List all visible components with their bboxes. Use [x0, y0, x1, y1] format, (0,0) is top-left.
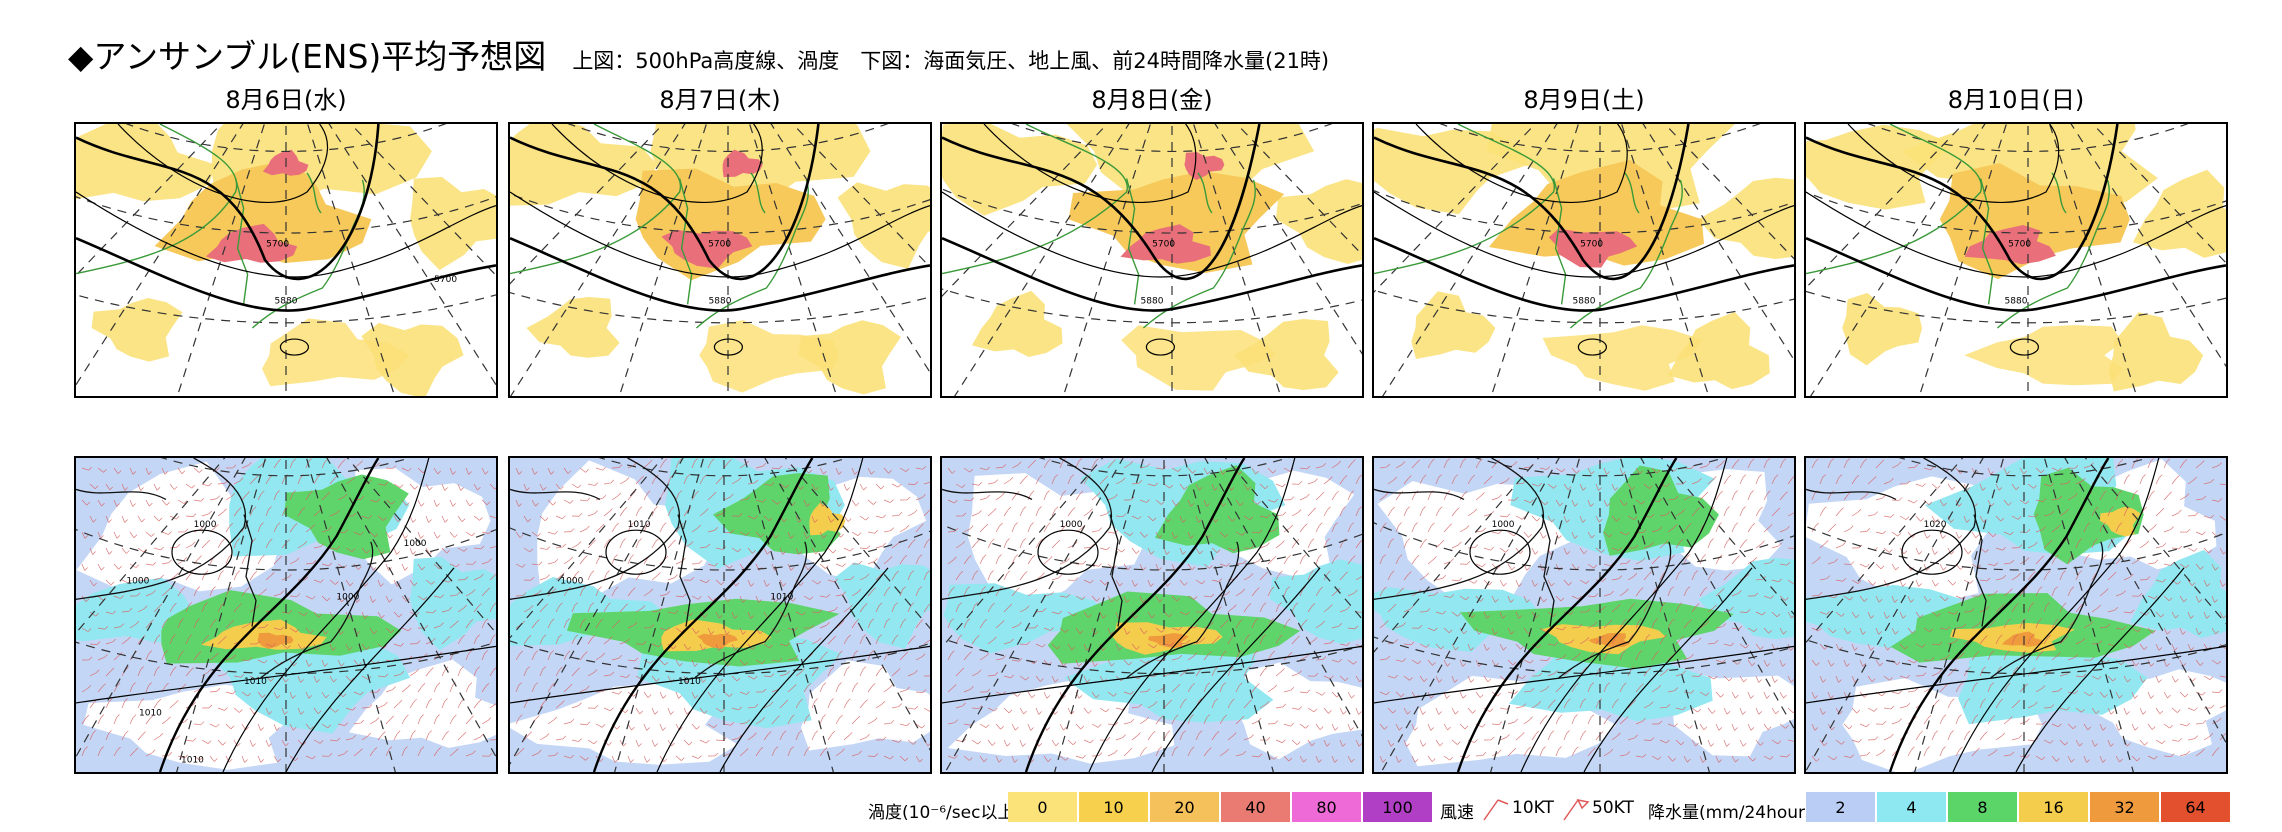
height-contour-label: 5700: [2008, 239, 2031, 249]
height-contour-label: 5880: [2005, 297, 2028, 307]
precip-legend-label: 降水量(mm/24hours以上): [1648, 803, 1855, 823]
height-contour-label: 5700: [434, 275, 457, 285]
lower-map-canvas: 1000 1000 1000 1010 1010 1010 1000: [76, 458, 496, 772]
title-row: ◆アンサンブル(ENS)平均予想図 上図：500hPa高度線、渦度 下図：海面気…: [68, 30, 1330, 76]
precipitation-swatch: 4: [1877, 792, 1946, 822]
isobar-label: 1010: [244, 677, 267, 687]
forecast-date-label: 8月10日(日): [1947, 86, 2085, 114]
height-contour-label: 5700: [266, 239, 289, 249]
precipitation-swatch: 32: [2090, 792, 2159, 822]
isobar-label: 1000: [126, 577, 149, 587]
height-contour-label: 5880: [1141, 297, 1164, 307]
isobar-label: 1010: [139, 708, 162, 718]
height-contour-label: 5700: [1152, 239, 1175, 249]
page-title: ◆アンサンブル(ENS)平均予想図: [68, 37, 547, 76]
isobar-label: 1000: [1492, 520, 1515, 530]
vorticity-swatch: 0: [1008, 792, 1077, 822]
lower-map-canvas: 1020: [1806, 458, 2226, 772]
forecast-date-label: 8月7日(木): [659, 86, 781, 114]
upper-500hpa-map: 5700 5880: [1804, 122, 2228, 398]
lower-surface-map: 1020: [1804, 456, 2228, 774]
upper-map-canvas: 5700 5880: [942, 124, 1362, 396]
upper-500hpa-map: 5700 5880: [940, 122, 1364, 398]
forecast-date-label: 8月9日(土): [1523, 86, 1645, 114]
precipitation-swatch: 2: [1806, 792, 1875, 822]
wind-barb-50kt-icon: [1563, 798, 1590, 821]
isobar-label: 1010: [628, 520, 651, 530]
upper-map-canvas: 5700 5880: [1374, 124, 1794, 396]
isobar-label: 1000: [404, 539, 427, 549]
wind-legend-label: 風速: [1440, 803, 1474, 823]
upper-500hpa-map: 5700 5880: [1372, 122, 1796, 398]
vorticity-swatch: 40: [1221, 792, 1290, 822]
lower-map-canvas: 1010 1000 1010 1010: [510, 458, 930, 772]
vorticity-legend-label: 渦度(10⁻⁶/sec以上): [868, 803, 1022, 823]
precipitation-swatch: 16: [2019, 792, 2088, 822]
precipitation-swatch: 64: [2161, 792, 2230, 822]
wind-barb-10kt-icon: [1483, 799, 1509, 821]
isobar-label: 1020: [1924, 520, 1947, 530]
isobar-label: 1010: [678, 677, 701, 687]
upper-map-canvas: 5700 5880: [1806, 124, 2226, 396]
lower-surface-map: 1000: [940, 456, 1364, 774]
legend: 渦度(10⁻⁶/sec以上) 0 10 20 40 80 100 風速 10KT 50KT…: [0, 792, 2282, 826]
isobar-label: 1000: [336, 592, 359, 602]
precipitation-swatch: 8: [1948, 792, 2017, 822]
lower-surface-map: 1010 1000 1010 1010: [508, 456, 932, 774]
forecast-date-label: 8月8日(金): [1091, 86, 1213, 114]
lower-surface-map: 1000 1000 1000 1010 1010 1010 1000: [74, 456, 498, 774]
height-contour-label: 5880: [1573, 297, 1596, 307]
upper-map-canvas: 5700 5880: [510, 124, 930, 396]
vorticity-swatch: 100: [1363, 792, 1432, 822]
vorticity-swatch: 20: [1150, 792, 1219, 822]
upper-500hpa-map: 5700 5880: [508, 122, 932, 398]
lower-surface-map: 1000: [1372, 456, 1796, 774]
forecast-date-label: 8月6日(水): [225, 86, 347, 114]
lower-map-canvas: 1000: [1374, 458, 1794, 772]
wind-legend-50kt: 50KT: [1592, 798, 1634, 818]
isobar-label: 1000: [194, 520, 217, 530]
height-contour-label: 5880: [709, 297, 732, 307]
page-subtitle: 上図：500hPa高度線、渦度 下図：海面気圧、地上風、前24時間降水量(21時…: [572, 49, 1330, 73]
vorticity-swatch: 80: [1292, 792, 1361, 822]
isobar-label: 1010: [770, 592, 793, 602]
upper-map-canvas: 5700 5880 5700: [76, 124, 496, 396]
lower-map-canvas: 1000: [942, 458, 1362, 772]
height-contour-label: 5880: [275, 297, 298, 307]
height-contour-label: 5700: [1580, 239, 1603, 249]
wind-legend-10kt: 10KT: [1512, 798, 1554, 818]
height-contour-label: 5700: [708, 239, 731, 249]
isobar-label: 1010: [181, 756, 204, 766]
isobar-label: 1000: [1060, 520, 1083, 530]
vorticity-swatch: 10: [1079, 792, 1148, 822]
upper-500hpa-map: 5700 5880 5700: [74, 122, 498, 398]
isobar-label: 1000: [560, 577, 583, 587]
